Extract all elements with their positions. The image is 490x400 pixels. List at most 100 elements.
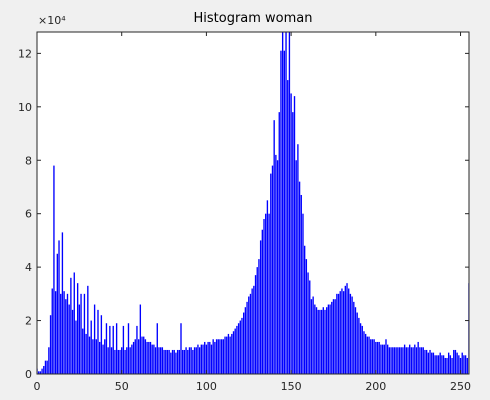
bar — [339, 291, 341, 374]
bar — [68, 304, 70, 374]
bar — [249, 293, 252, 374]
bar — [165, 349, 167, 374]
bar — [38, 371, 40, 374]
bar — [99, 341, 101, 374]
bar — [214, 341, 216, 374]
bar — [219, 339, 221, 374]
y-tick-label: 2 — [25, 315, 32, 328]
bar — [102, 344, 104, 374]
bar — [322, 307, 324, 374]
y-tick-label: 8 — [25, 154, 32, 167]
bar — [442, 355, 445, 374]
bar — [354, 307, 357, 374]
y-tick-label: 6 — [25, 208, 32, 221]
bar — [288, 32, 291, 374]
bar — [121, 347, 123, 374]
bar — [192, 349, 194, 374]
bar — [231, 333, 233, 374]
bar — [334, 299, 336, 374]
bar — [378, 341, 380, 374]
bar — [82, 328, 84, 374]
bar — [390, 347, 392, 374]
bar — [53, 165, 55, 374]
bar — [153, 344, 155, 374]
bar — [175, 352, 177, 374]
bar — [232, 331, 235, 374]
bar — [432, 352, 435, 374]
bar — [361, 325, 363, 374]
bar — [76, 283, 79, 374]
bar — [300, 194, 302, 374]
bar — [281, 32, 284, 374]
bar — [453, 349, 455, 374]
bar — [376, 341, 379, 374]
axes-box — [36, 31, 470, 375]
bar — [337, 293, 340, 374]
bar — [320, 309, 323, 374]
bar — [405, 347, 407, 374]
bar — [139, 304, 142, 374]
bars — [37, 32, 469, 374]
bar — [353, 301, 355, 374]
bar — [292, 112, 294, 374]
bar — [226, 336, 228, 374]
x-tick-label: 0 — [34, 380, 41, 393]
bar — [305, 259, 308, 374]
bar — [407, 347, 409, 374]
bar — [187, 349, 189, 374]
bar — [60, 293, 62, 374]
bar — [109, 325, 111, 374]
y-tick-label: 0 — [25, 368, 32, 381]
bar — [137, 339, 140, 374]
bar — [104, 339, 106, 374]
bar — [151, 344, 153, 374]
bar — [381, 344, 384, 374]
bar — [93, 304, 96, 374]
bar — [364, 333, 367, 374]
bar — [298, 181, 301, 374]
bar — [400, 347, 402, 374]
bar — [451, 357, 453, 374]
bar — [136, 325, 138, 374]
bar — [387, 344, 389, 374]
bar — [117, 349, 119, 374]
bar — [424, 349, 426, 374]
bar — [241, 317, 243, 374]
bar — [122, 325, 125, 374]
bar — [259, 240, 262, 374]
bar — [170, 352, 172, 374]
bar — [363, 331, 365, 374]
bar — [456, 352, 458, 374]
bar — [420, 347, 423, 374]
plot-area — [37, 32, 469, 374]
y-tick-label: 12 — [18, 47, 32, 60]
bar — [207, 341, 209, 374]
bar — [464, 355, 467, 374]
bar — [346, 283, 348, 374]
bar — [63, 291, 65, 374]
bar — [182, 349, 184, 374]
bar — [266, 200, 269, 374]
bar — [449, 355, 452, 374]
bar — [71, 309, 74, 374]
bar — [370, 339, 372, 374]
bar — [312, 296, 314, 374]
bar — [265, 213, 267, 374]
bar — [236, 325, 238, 374]
bar — [144, 339, 147, 374]
bar — [173, 349, 175, 374]
bar — [268, 213, 270, 374]
bar — [126, 347, 128, 374]
bar — [310, 299, 313, 374]
bar — [461, 352, 463, 374]
bar — [388, 347, 391, 374]
bar — [398, 347, 401, 374]
bar — [419, 347, 421, 374]
bar — [87, 285, 89, 374]
bar — [215, 339, 218, 374]
bar — [190, 347, 192, 374]
bar — [178, 349, 180, 374]
bar — [297, 144, 299, 374]
bar — [454, 349, 457, 374]
bar — [154, 347, 157, 374]
